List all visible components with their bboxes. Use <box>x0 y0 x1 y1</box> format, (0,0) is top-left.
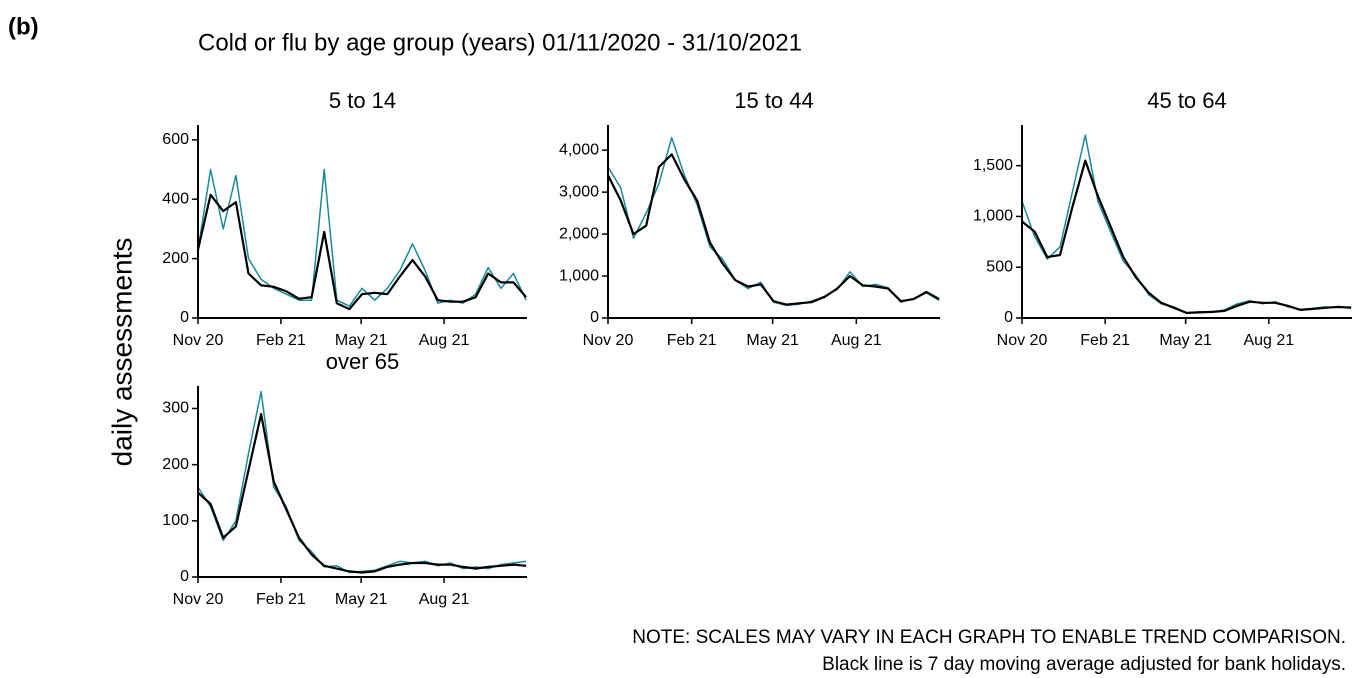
x-tick-label: May 21 <box>335 591 388 608</box>
x-tick-label: Aug 21 <box>419 591 470 608</box>
x-tick-label: May 21 <box>1159 332 1212 349</box>
average-line <box>196 193 527 311</box>
y-tick-label: 0 <box>180 568 189 585</box>
daily-line <box>197 390 527 574</box>
x-tick-label: May 21 <box>335 332 388 349</box>
average-line <box>607 153 940 306</box>
y-tick-label: 600 <box>162 131 189 148</box>
y-tick-label: 300 <box>162 400 189 417</box>
x-tick-label: Nov 20 <box>997 332 1048 349</box>
y-tick-label: 1,000 <box>559 267 599 284</box>
average-line <box>1021 159 1352 314</box>
x-tick-label: Feb 21 <box>256 332 306 349</box>
note: NOTE: SCALES MAY VARY IN EACH GRAPH TO E… <box>632 627 1346 648</box>
daily-line <box>607 136 940 307</box>
daily-line <box>197 168 527 307</box>
daily-line <box>1021 134 1352 314</box>
x-tick-label: May 21 <box>746 332 799 349</box>
x-tick-label: Aug 21 <box>1243 332 1294 349</box>
y-tick-label: 200 <box>162 250 189 267</box>
y-tick-label: 1,500 <box>973 157 1013 174</box>
x-tick-label: Aug 21 <box>419 332 470 349</box>
y-tick-label: 0 <box>180 309 189 326</box>
y-tick-label: 100 <box>162 512 189 529</box>
y-axis-label: daily assessments <box>106 238 137 467</box>
y-tick-label: 0 <box>1004 309 1013 326</box>
x-tick-label: Nov 20 <box>173 332 224 349</box>
note: Black line is 7 day moving average adjus… <box>822 654 1346 675</box>
y-tick-label: 2,000 <box>559 225 599 242</box>
x-tick-label: Feb 21 <box>1080 332 1130 349</box>
x-tick-label: Feb 21 <box>256 591 306 608</box>
y-tick-label: 0 <box>590 309 599 326</box>
x-tick-label: Aug 21 <box>831 332 882 349</box>
y-tick-label: 1,000 <box>973 208 1013 225</box>
average-line <box>197 413 527 574</box>
panel-title: 45 to 64 <box>1147 88 1227 113</box>
x-tick-label: Nov 20 <box>583 332 634 349</box>
y-tick-label: 500 <box>986 258 1013 275</box>
figure-label: (b) <box>8 13 39 40</box>
figure-title: Cold or flu by age group (years) 01/11/2… <box>198 29 802 56</box>
panel-title: 5 to 14 <box>329 88 396 113</box>
y-tick-label: 3,000 <box>559 183 599 200</box>
y-tick-label: 200 <box>162 456 189 473</box>
x-tick-label: Feb 21 <box>667 332 717 349</box>
y-tick-label: 400 <box>162 190 189 207</box>
y-tick-label: 4,000 <box>559 141 599 158</box>
panel-title: 15 to 44 <box>734 88 814 113</box>
panel-title: over 65 <box>326 349 399 374</box>
x-tick-label: Nov 20 <box>173 591 224 608</box>
